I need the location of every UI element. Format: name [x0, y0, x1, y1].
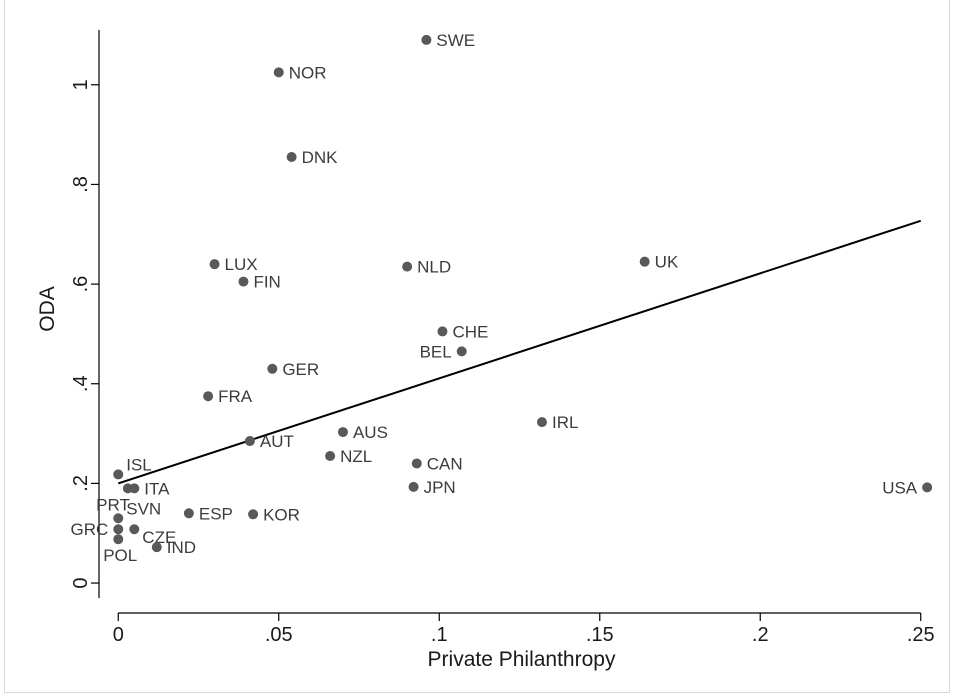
- data-point-kor: [248, 509, 259, 520]
- y-tick-label: .4: [70, 375, 92, 392]
- y-tick-label: 0: [70, 577, 92, 588]
- point-label-isl: ISL: [126, 455, 152, 474]
- data-point-irl: [536, 417, 547, 428]
- data-point-fin: [238, 276, 249, 287]
- point-label-prt: PRT: [96, 495, 130, 514]
- point-label-aus: AUS: [353, 423, 388, 442]
- point-label-jpn: JPN: [424, 478, 456, 497]
- point-label-ger: GER: [282, 360, 319, 379]
- point-label-kor: KOR: [263, 505, 300, 524]
- point-label-nld: NLD: [417, 258, 451, 277]
- x-tick-label: .05: [265, 624, 293, 646]
- point-label-pol: POL: [103, 546, 137, 565]
- data-point-nor: [273, 67, 284, 78]
- y-tick-label: .6: [70, 276, 92, 293]
- data-point-bel: [456, 346, 467, 357]
- data-point-grc: [113, 524, 124, 535]
- point-label-bel: BEL: [420, 342, 452, 361]
- point-label-ind: IND: [167, 538, 196, 557]
- point-label-che: CHE: [452, 322, 488, 341]
- data-point-uk: [639, 256, 650, 267]
- point-label-svn: SVN: [126, 499, 161, 518]
- point-label-usa: USA: [882, 478, 918, 497]
- point-label-aut: AUT: [260, 432, 294, 451]
- x-tick-label: .15: [586, 624, 614, 646]
- point-label-lux: LUX: [225, 255, 258, 274]
- data-point-dnk: [286, 152, 297, 163]
- data-point-isl: [113, 469, 124, 480]
- x-tick-label: .1: [431, 624, 448, 646]
- data-point-prt: [122, 483, 133, 494]
- data-point-nzl: [325, 450, 336, 461]
- point-label-grc: GRC: [70, 520, 108, 539]
- point-label-ita: ITA: [144, 479, 170, 498]
- y-tick-label: 1: [70, 79, 92, 90]
- point-label-esp: ESP: [199, 504, 233, 523]
- chart-frame: [4, 0, 950, 693]
- data-point-lux: [209, 259, 220, 270]
- point-label-irl: IRL: [552, 413, 578, 432]
- data-point-usa: [922, 482, 933, 493]
- data-point-nld: [402, 261, 413, 272]
- x-tick-label: 0: [113, 624, 124, 646]
- point-label-fin: FIN: [253, 273, 280, 292]
- data-point-fra: [203, 391, 214, 402]
- data-point-aut: [244, 436, 255, 447]
- point-label-swe: SWE: [436, 31, 475, 50]
- point-label-nor: NOR: [289, 63, 327, 82]
- data-point-svn: [113, 513, 124, 524]
- point-label-fra: FRA: [218, 387, 253, 406]
- data-point-swe: [421, 34, 432, 45]
- data-point-pol: [113, 534, 124, 545]
- data-point-cze: [129, 524, 140, 535]
- x-tick-label: .2: [752, 624, 769, 646]
- data-point-ger: [267, 363, 278, 374]
- point-label-cze: CZE: [142, 528, 176, 547]
- x-tick-label: .25: [907, 624, 935, 646]
- data-point-jpn: [408, 481, 419, 492]
- y-axis-title: ODA: [36, 286, 59, 332]
- x-axis-title: Private Philanthropy: [428, 648, 616, 671]
- data-point-aus: [337, 427, 348, 438]
- y-tick-label: .8: [70, 176, 92, 193]
- point-label-can: CAN: [427, 454, 463, 473]
- point-label-nzl: NZL: [340, 447, 372, 466]
- data-point-che: [437, 326, 448, 337]
- data-point-can: [411, 458, 422, 469]
- data-point-esp: [183, 508, 194, 519]
- y-tick-label: .2: [70, 475, 92, 492]
- point-label-dnk: DNK: [302, 148, 339, 167]
- point-label-uk: UK: [655, 253, 679, 272]
- data-point-ind: [151, 542, 162, 553]
